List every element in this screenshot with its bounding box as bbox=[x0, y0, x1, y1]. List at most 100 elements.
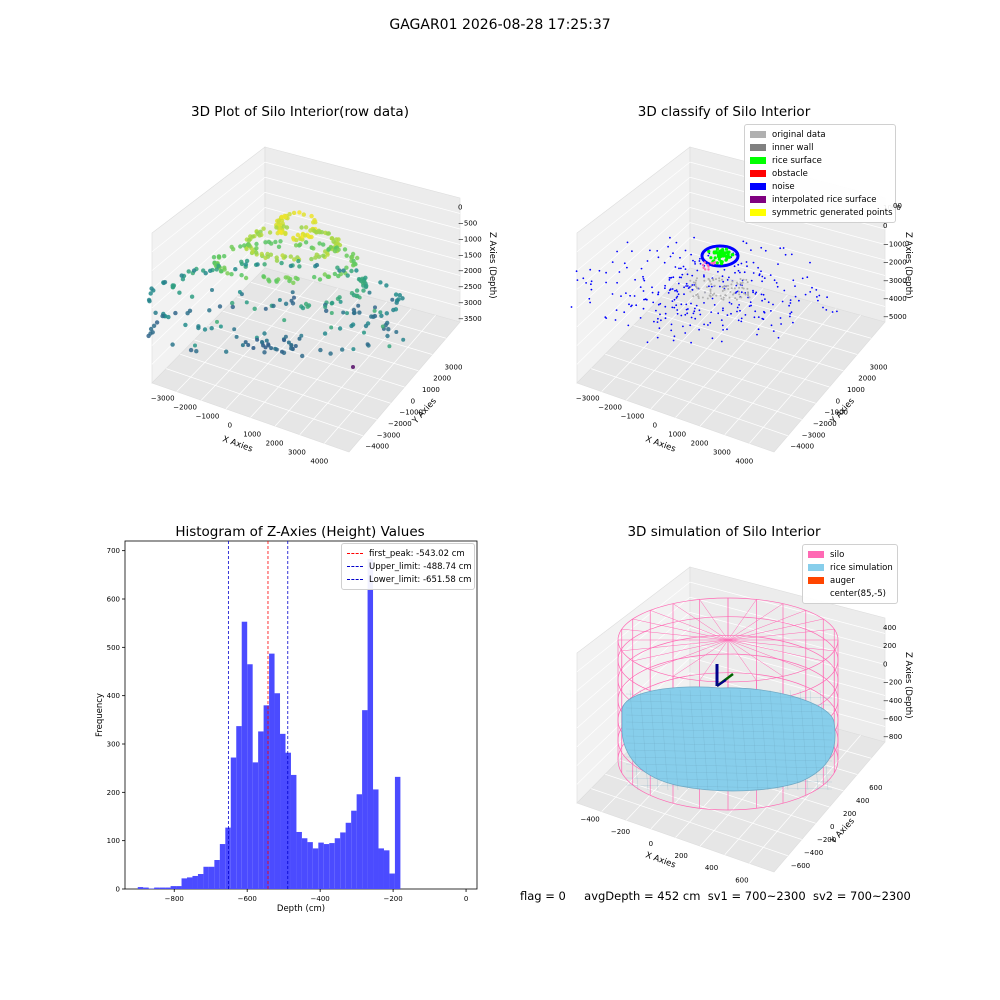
noise-point bbox=[694, 263, 696, 265]
grid-line bbox=[689, 642, 886, 696]
data-point bbox=[303, 240, 309, 245]
data-point bbox=[289, 343, 294, 347]
noise-point bbox=[737, 263, 740, 266]
data-point bbox=[332, 271, 338, 277]
legend-item: auger bbox=[808, 574, 892, 587]
data-point bbox=[269, 346, 274, 351]
data-point bbox=[266, 343, 271, 348]
legend-swatch bbox=[808, 590, 824, 597]
data-point bbox=[321, 242, 326, 247]
rice-mesh-line bbox=[625, 749, 833, 755]
data-point bbox=[337, 242, 343, 248]
data-point bbox=[293, 243, 299, 248]
silo-roof-line bbox=[621, 628, 729, 641]
noise-point bbox=[682, 325, 684, 328]
data-point bbox=[357, 310, 362, 315]
silo-roof-line bbox=[632, 618, 729, 641]
status-line: flag = 0 avgDepth = 452 cm sv1 = 700~230… bbox=[520, 889, 911, 903]
x-tick-label: −3000 bbox=[151, 395, 175, 403]
original-data-point bbox=[738, 286, 741, 289]
y-tick-label: −400 bbox=[804, 849, 823, 857]
z-tick-label: −400 bbox=[883, 697, 902, 705]
grid-line bbox=[151, 237, 266, 346]
data-point bbox=[367, 290, 372, 295]
noise-point bbox=[686, 273, 689, 276]
histogram-bar bbox=[137, 887, 144, 889]
silo-roof-line bbox=[727, 610, 806, 641]
noise-point bbox=[657, 317, 659, 320]
noise-point bbox=[683, 293, 685, 296]
noise-point bbox=[764, 298, 766, 300]
data-point bbox=[239, 259, 244, 264]
histogram-bar bbox=[269, 653, 275, 889]
noise-point bbox=[588, 297, 591, 300]
y-tick-label: 600 bbox=[107, 596, 120, 604]
z-tick-label: 0 bbox=[458, 204, 462, 212]
data-point bbox=[217, 304, 223, 309]
histogram-bar bbox=[362, 710, 368, 889]
data-point bbox=[363, 275, 368, 280]
noise-point bbox=[753, 316, 756, 319]
noise-point bbox=[623, 262, 626, 265]
data-point bbox=[280, 253, 285, 258]
data-point bbox=[291, 280, 296, 285]
noise-point bbox=[646, 341, 649, 344]
legend-item: obstacle bbox=[750, 167, 890, 180]
original-data-point bbox=[721, 290, 724, 292]
rice-mesh-line bbox=[819, 689, 829, 791]
original-data-point bbox=[747, 294, 750, 297]
data-point bbox=[337, 295, 342, 300]
noise-point bbox=[681, 273, 684, 276]
data-point bbox=[150, 330, 155, 335]
noise-point bbox=[590, 283, 592, 286]
rice-mesh-line bbox=[679, 689, 689, 791]
grid-line bbox=[576, 192, 691, 290]
original-data-point bbox=[727, 288, 730, 290]
noise-point bbox=[757, 328, 760, 331]
data-point bbox=[351, 310, 357, 316]
data-point bbox=[283, 214, 288, 220]
x-axis-label: X Axies bbox=[644, 850, 677, 870]
noise-point bbox=[772, 303, 774, 306]
status-sv2: sv2 = 700~2300 bbox=[812, 889, 911, 903]
noise-point bbox=[660, 319, 662, 322]
legend-item: Upper_limit: -488.74 cm bbox=[347, 560, 472, 573]
data-point bbox=[261, 226, 266, 231]
y-tick-label: 200 bbox=[107, 789, 120, 797]
original-data-point bbox=[698, 287, 701, 290]
data-point bbox=[312, 274, 317, 280]
data-point bbox=[246, 243, 251, 248]
grid-line bbox=[576, 581, 691, 673]
noise-point bbox=[699, 313, 702, 316]
interpolated-point bbox=[704, 268, 707, 271]
noise-point bbox=[728, 276, 730, 279]
z-tick-label: −2500 bbox=[458, 283, 482, 291]
x-tick-label: 1000 bbox=[243, 430, 261, 438]
histogram-legend: first_peak: -543.02 cm Upper_limit: -488… bbox=[341, 543, 475, 590]
noise-point bbox=[667, 292, 670, 294]
noise-point bbox=[679, 256, 681, 259]
data-point bbox=[266, 239, 272, 245]
silo-roof-line bbox=[650, 639, 729, 670]
x-tick-label: −2000 bbox=[598, 404, 622, 412]
data-point bbox=[379, 313, 384, 318]
original-data-point bbox=[734, 297, 737, 300]
data-point bbox=[207, 308, 212, 313]
original-data-point bbox=[740, 283, 743, 286]
original-data-point bbox=[739, 278, 742, 280]
histogram-bar bbox=[367, 558, 374, 889]
histogram-bar bbox=[389, 873, 395, 889]
rice-surface-point bbox=[721, 249, 725, 253]
data-point bbox=[330, 300, 335, 306]
noise-point bbox=[691, 288, 694, 291]
x-tick-label: 200 bbox=[674, 852, 687, 860]
data-point bbox=[352, 261, 357, 266]
data-point bbox=[262, 350, 267, 355]
z-tick-label: 0 bbox=[883, 660, 887, 668]
histogram-bar bbox=[236, 726, 242, 889]
data-point bbox=[361, 288, 366, 293]
silo-roof-line bbox=[727, 639, 824, 662]
y-tick-label: 0 bbox=[836, 397, 840, 405]
noise-point bbox=[717, 312, 720, 315]
noise-point bbox=[760, 270, 762, 273]
